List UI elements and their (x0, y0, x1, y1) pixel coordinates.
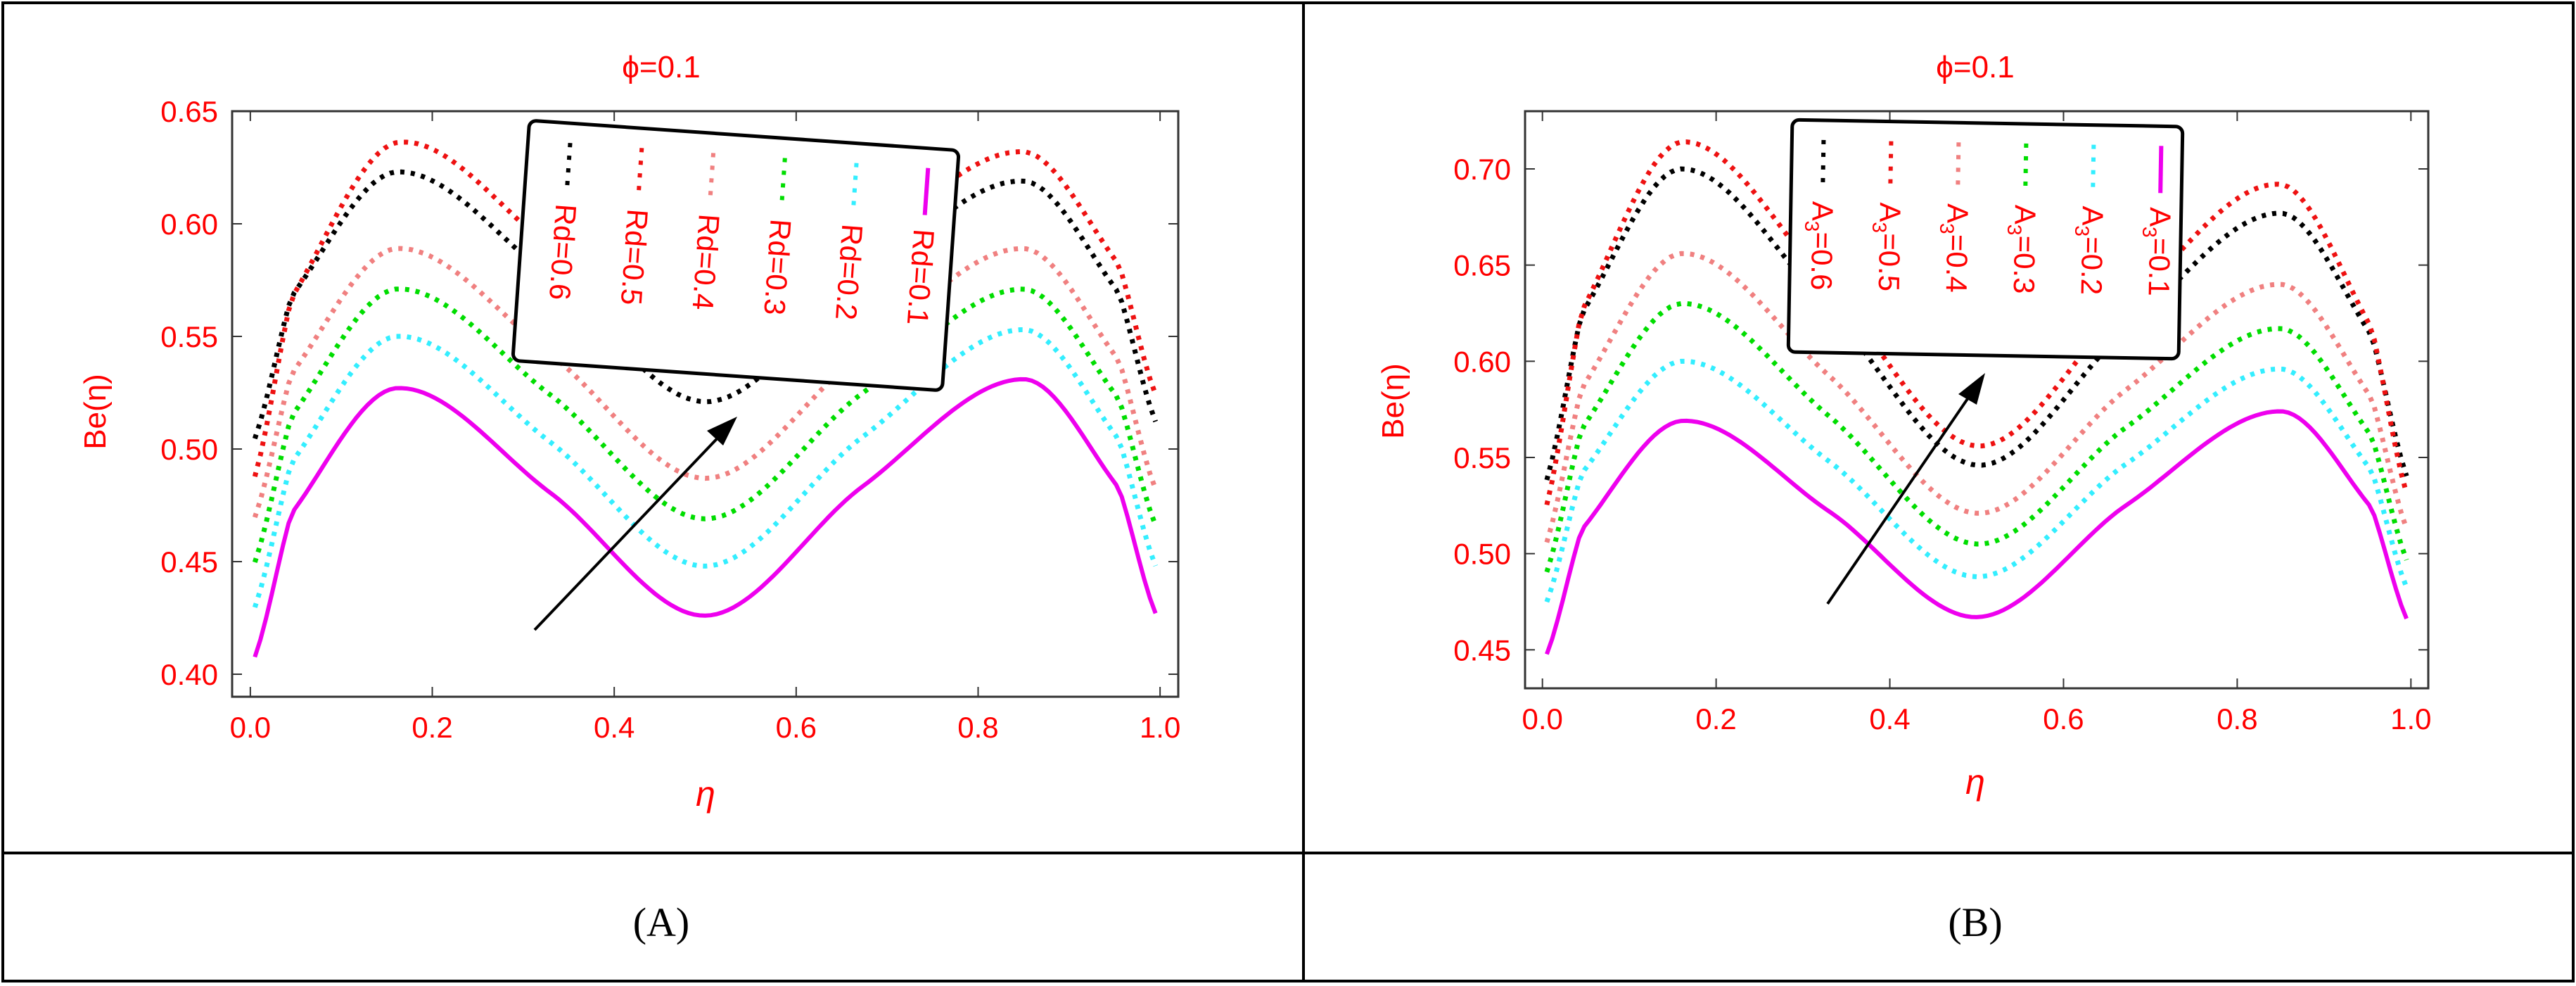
arrow-annotation-a (533, 417, 737, 631)
x-tick-label: 0.8 (2217, 702, 2257, 735)
legend-label: Rd=0.1 (901, 228, 941, 327)
x-tick-label: 0.4 (1869, 702, 1910, 735)
legend-swatch (922, 168, 931, 215)
y-tick-label: 0.45 (160, 545, 218, 579)
y-tick-label: 0.40 (160, 658, 218, 691)
x-ticks-b: 0.0 0.2 0.4 0.6 0.8 1.0 (1522, 111, 2432, 735)
legend-a: Rd=0.6 Rd=0.5 Rd=0.4 Rd=0.3 Rd=0.2 Rd=0.1 (511, 119, 961, 392)
x-tick-label: 0.2 (412, 711, 452, 744)
legend-swatch (1888, 141, 1894, 189)
series-b (1544, 139, 2409, 655)
y-tick-label: 0.65 (160, 95, 218, 128)
x-ticks-a: 0.0 0.2 0.4 0.6 0.8 1.0 (230, 111, 1180, 744)
legend-label: A3=0.3 (2003, 204, 2042, 293)
legend-swatch (2158, 146, 2164, 194)
x-tick-label: 0.6 (2043, 702, 2084, 735)
caption-b: (B) (1948, 899, 2002, 945)
chart-panel-b: ϕ=0.1 0.45 0.50 0.55 0.60 0.65 0.70 0.0 0.2 0.4… (1376, 50, 2432, 802)
series-line (252, 286, 1158, 563)
y-tick-label: 0.60 (1453, 345, 1511, 378)
legend-label: Rd=0.6 (543, 203, 582, 301)
legend-label: Rd=0.4 (687, 213, 726, 312)
y-axis-label-b: Be(η) (1376, 363, 1410, 439)
legend-label: A3=0.4 (1935, 203, 1975, 293)
y-tick-label: 0.45 (1453, 633, 1511, 666)
series-line (252, 246, 1158, 519)
x-tick-label: 1.0 (2390, 702, 2431, 735)
y-tick-label: 0.60 (160, 208, 218, 241)
x-tick-label: 0.6 (776, 711, 817, 744)
plot-frame-b (1524, 110, 2430, 690)
legend-label: A3=0.6 (1800, 201, 1839, 290)
y-tick-label: 0.50 (160, 433, 218, 466)
legend-label: A3=0.1 (2138, 207, 2177, 296)
legend-label: Rd=0.2 (829, 223, 869, 322)
x-tick-label: 0.4 (594, 711, 635, 744)
series-line (252, 139, 1158, 477)
legend-swatch (708, 153, 716, 201)
legend-label: Rd=0.3 (758, 218, 797, 317)
legend-box: Rd=0.6 Rd=0.5 Rd=0.4 Rd=0.3 Rd=0.2 Rd=0.1 (511, 119, 961, 392)
legend-swatch (564, 142, 573, 191)
x-tick-label: 0.8 (957, 711, 998, 744)
legend-swatch (2023, 143, 2029, 191)
legend-frame (511, 119, 961, 392)
plot-frame-a (231, 110, 1180, 698)
legend-box: A3=0.6 A3=0.5 A3=0.4 A3=0.3 A3=0.2 A3=0.1 (1786, 118, 2185, 361)
series-line (1544, 166, 2409, 481)
series-line (1544, 358, 2409, 603)
y-tick-label: 0.50 (1453, 538, 1511, 571)
series-a (252, 139, 1158, 658)
x-tick-label: 0.0 (230, 711, 271, 744)
series-line (253, 377, 1158, 658)
legend-label: A3=0.2 (2070, 206, 2110, 295)
x-tick-label: 0.0 (1522, 702, 1562, 735)
legend-swatch (636, 148, 644, 196)
legend-swatch (850, 163, 859, 210)
chart-panel-a: ϕ=0.1 0.40 0.45 0.50 0.55 0.60 0.65 0.0 0.2 0.4… (78, 50, 1180, 814)
y-ticks-b: 0.45 0.50 0.55 0.60 0.65 0.70 (1453, 153, 2428, 666)
y-tick-label: 0.55 (1453, 441, 1511, 474)
y-tick-label: 0.70 (1453, 153, 1511, 186)
series-line (1544, 301, 2409, 573)
arrow-annotation-b (1826, 373, 1985, 605)
y-tick-label: 0.65 (1453, 249, 1511, 282)
x-tick-label: 0.2 (1695, 702, 1736, 735)
caption-a: (A) (633, 899, 690, 945)
y-tick-label: 0.55 (160, 320, 218, 353)
series-line (1545, 409, 2409, 655)
series-line (1544, 251, 2409, 543)
chart-title-a: ϕ=0.1 (622, 50, 701, 84)
legend-swatch (779, 158, 787, 206)
y-ticks-a: 0.40 0.45 0.50 0.55 0.60 0.65 (160, 95, 1178, 691)
chart-title-b: ϕ=0.1 (1936, 50, 2015, 84)
legend-label: A3=0.5 (1868, 202, 1907, 291)
x-axis-label-b: η (1965, 762, 1985, 802)
series-line (252, 327, 1158, 609)
x-tick-label: 1.0 (1140, 711, 1180, 744)
y-axis-label-a: Be(η) (78, 374, 113, 450)
legend-b: A3=0.6 A3=0.5 A3=0.4 A3=0.3 A3=0.2 A3=0.1 (1786, 118, 2185, 361)
legend-frame (1786, 118, 2185, 361)
x-axis-label-a: η (696, 774, 715, 814)
legend-label: Rd=0.5 (615, 208, 654, 306)
